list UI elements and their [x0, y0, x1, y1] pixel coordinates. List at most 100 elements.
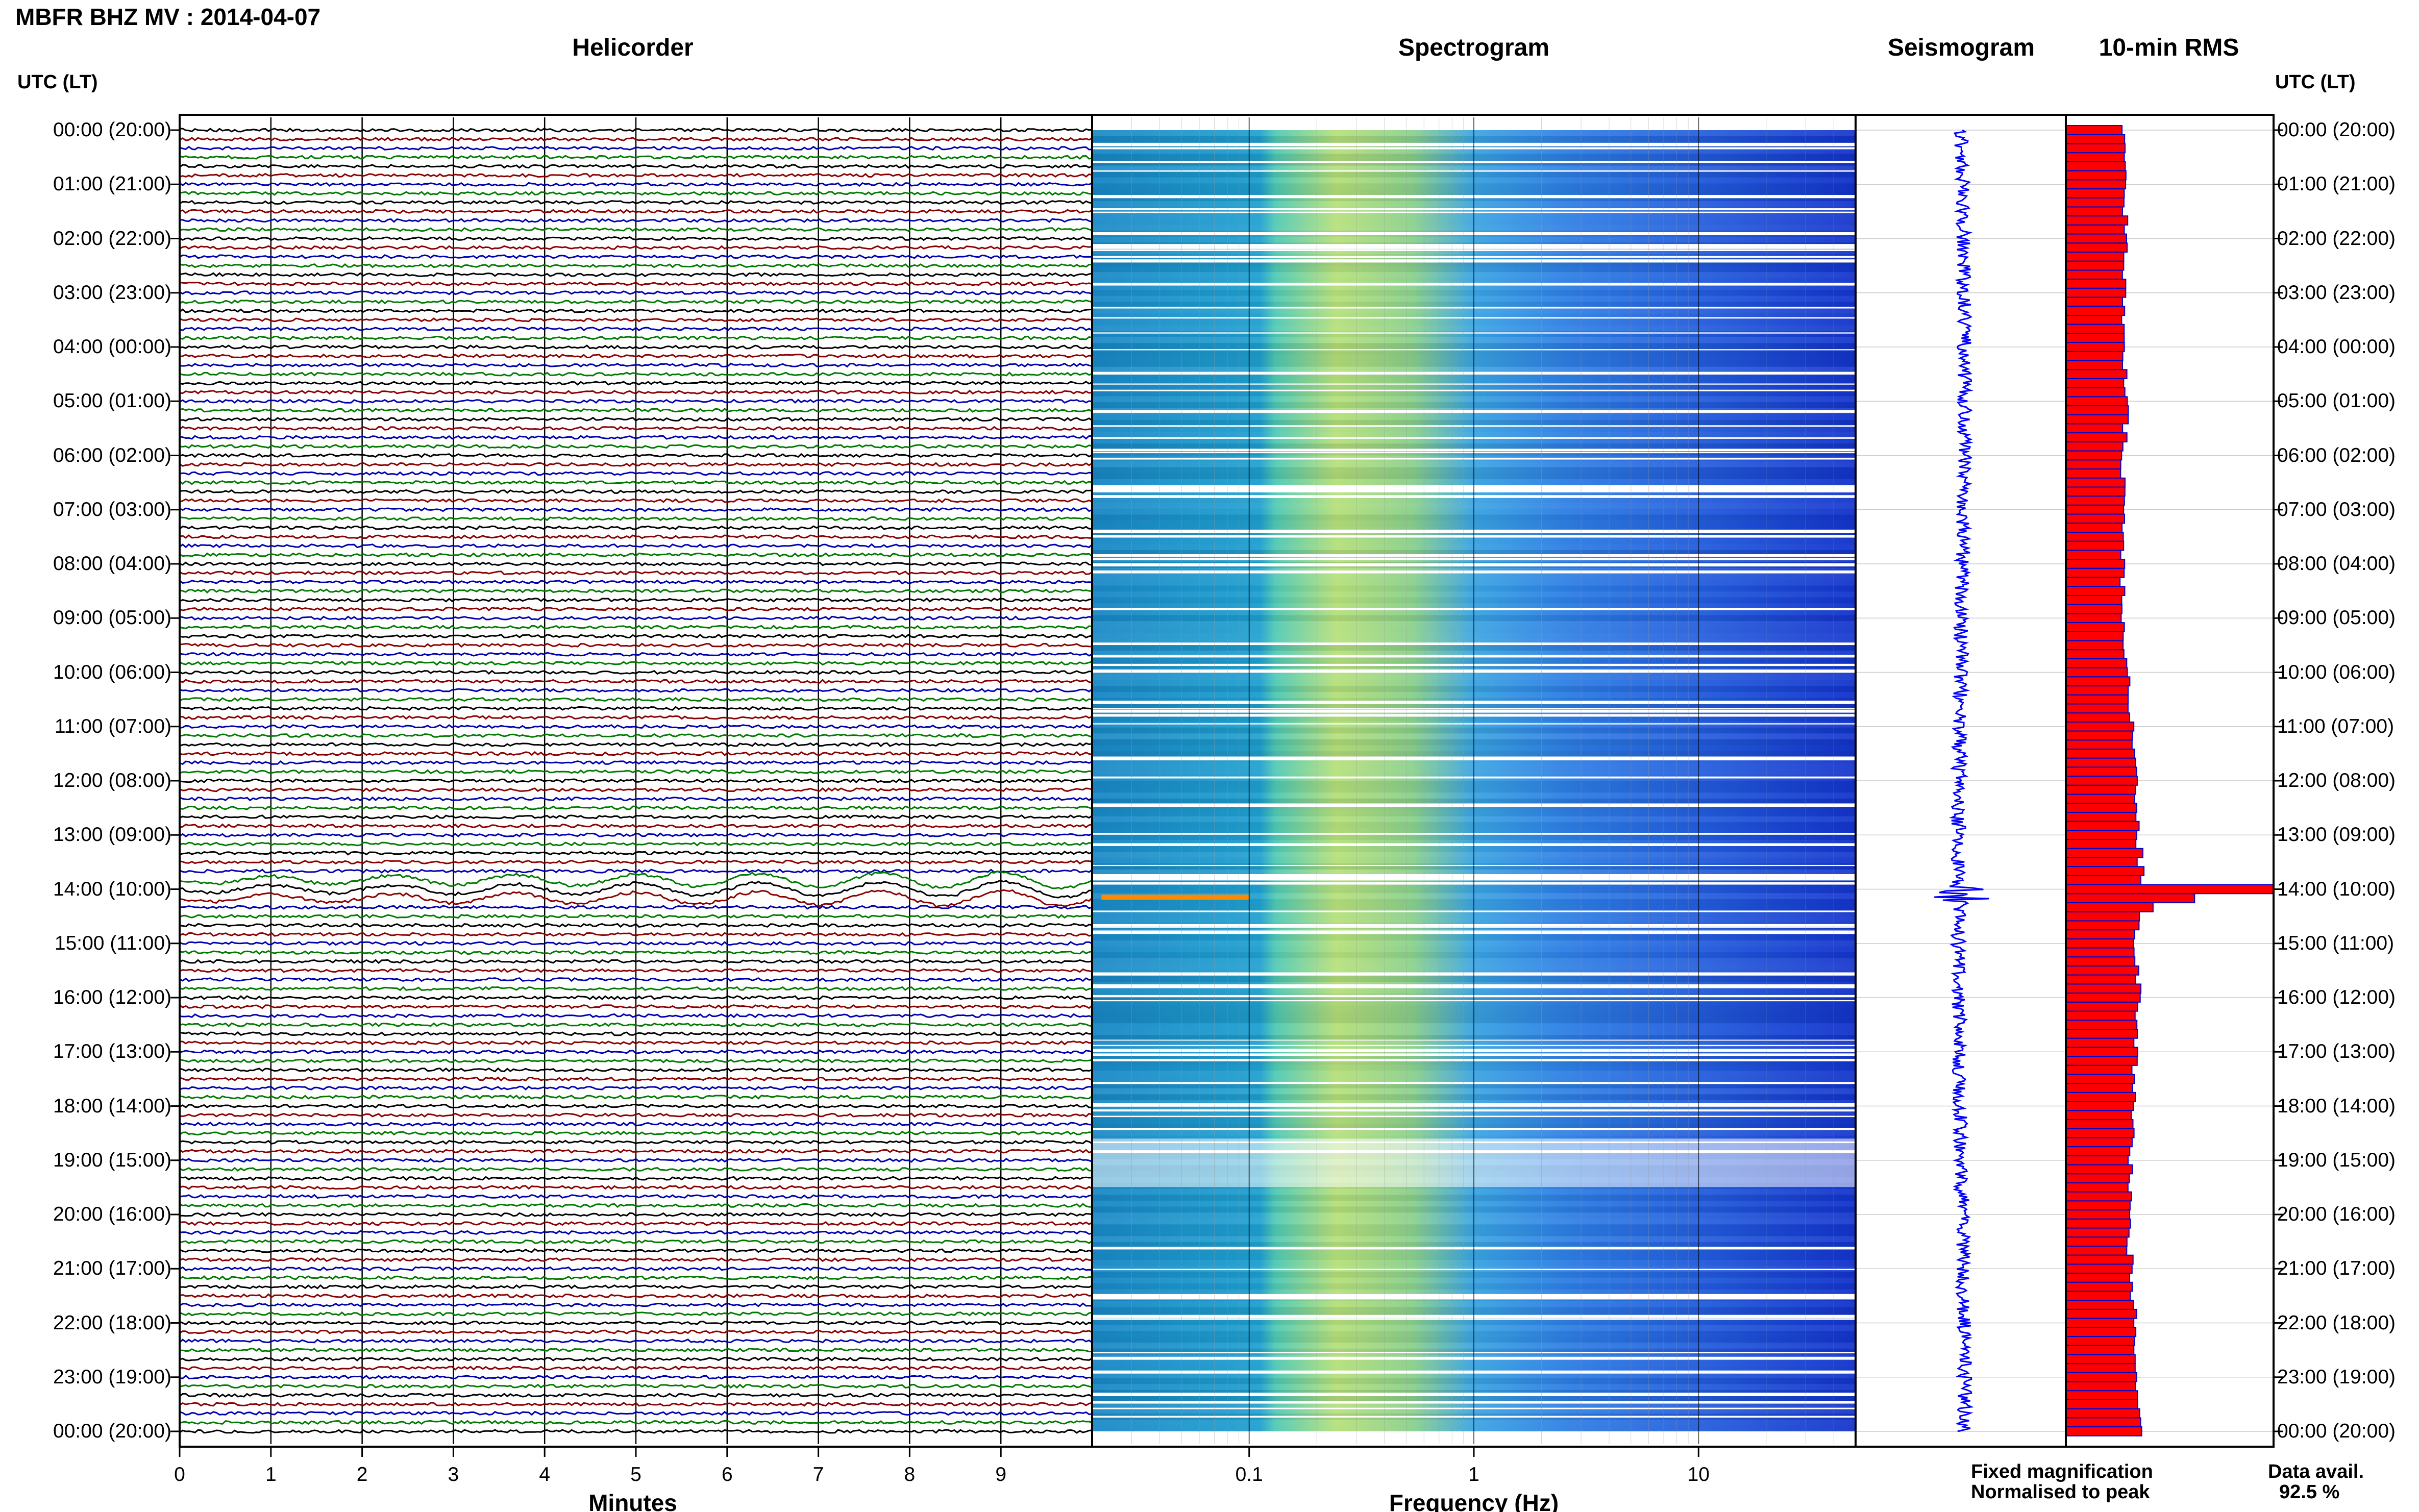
- time-label-right: 18:00 (14:00): [2277, 1095, 2396, 1117]
- rms-bar: [2065, 1200, 2131, 1211]
- helicorder-trace: [179, 1094, 1093, 1100]
- time-label-right: 08:00 (04:00): [2277, 553, 2396, 575]
- time-label-left: 17:00 (13:00): [53, 1040, 171, 1063]
- rms-bar: [2065, 396, 2128, 407]
- rms-bar: [2065, 378, 2125, 388]
- rms-bar: [2065, 649, 2125, 659]
- helicorder-trace: [179, 850, 1093, 856]
- time-label-left: 12:00 (08:00): [53, 770, 171, 791]
- rms-bar: [2065, 640, 2124, 651]
- helicorder-trace: [179, 579, 1093, 585]
- rms-bar: [2065, 1327, 2137, 1337]
- helicorder-trace: [179, 335, 1093, 340]
- frequency-tick-label: 10: [1687, 1464, 1710, 1485]
- helicorder-trace: [179, 570, 1093, 576]
- helicorder-trace: [179, 932, 1093, 937]
- helicorder-trace: [179, 1013, 1093, 1019]
- helicorder-trace: [179, 1085, 1093, 1091]
- helicorder-trace: [179, 787, 1093, 792]
- rms-bar: [2065, 784, 2136, 795]
- frequency-tick-label: 1: [1468, 1464, 1479, 1485]
- time-label-left: 06:00 (02:00): [53, 444, 171, 466]
- rms-bar: [2065, 1001, 2138, 1012]
- page-title: MBFR BHZ MV : 2014-04-07: [15, 4, 321, 30]
- helicorder-trace: [179, 905, 1093, 910]
- helicorder-trace: [179, 534, 1093, 539]
- time-label-left: 03:00 (23:00): [53, 281, 171, 304]
- helicorder-trace: [179, 182, 1093, 187]
- rms-bar: [2065, 1363, 2136, 1373]
- time-label-right: 02:00 (22:00): [2277, 227, 2396, 250]
- helicorder-trace: [179, 444, 1093, 449]
- rms-bar: [2065, 911, 2140, 922]
- rms-bar: [2065, 1182, 2129, 1193]
- legend-normalised-to-peak: Normalised to peak: [1971, 1481, 2150, 1503]
- spectrogram-event-streak: [1101, 895, 1249, 900]
- helicorder-trace: [179, 344, 1093, 350]
- rms-bar: [2065, 875, 2141, 885]
- time-label-left: 14:00 (10:00): [53, 878, 171, 900]
- helicorder-trace: [179, 426, 1093, 431]
- rms-bar: [2065, 179, 2127, 190]
- rms-panel: [2065, 114, 2275, 1448]
- seismogram-panel: [1855, 114, 2067, 1448]
- helicorder-panel: [179, 114, 1093, 1448]
- time-label-left: 00:00 (20:00): [53, 119, 171, 141]
- helicorder-trace: [179, 172, 1093, 178]
- rms-bar: [2065, 504, 2125, 515]
- rms-bar: [2065, 260, 2125, 271]
- rms-bar: [2065, 1155, 2129, 1166]
- helicorder-trace: [179, 1239, 1093, 1245]
- helicorder-trace: [179, 796, 1093, 802]
- rms-bar: [2065, 532, 2124, 542]
- rms-bar: [2065, 1010, 2136, 1021]
- rms-bar: [2065, 993, 2141, 1003]
- rms-bar: [2065, 1173, 2130, 1184]
- time-label-right: 22:00 (18:00): [2277, 1311, 2396, 1334]
- helicorder-trace: [179, 670, 1093, 675]
- minute-tick-label: 7: [812, 1464, 824, 1485]
- time-label-left: 20:00 (16:00): [53, 1203, 171, 1225]
- rms-bar: [2065, 712, 2130, 723]
- rms-bar: [2065, 1047, 2138, 1057]
- helicorder-trace: [179, 1112, 1093, 1118]
- helicorder-trace: [180, 128, 1093, 133]
- helicorder-trace: [179, 1067, 1093, 1073]
- rms-bar: [2065, 224, 2125, 235]
- time-label-left: 08:00 (04:00): [53, 553, 171, 575]
- helicorder-trace: [179, 940, 1093, 946]
- rms-bar: [2065, 1291, 2131, 1301]
- rms-bar: [2065, 459, 2121, 470]
- helicorder-trace: [179, 462, 1093, 467]
- rms-bar: [2065, 1426, 2142, 1436]
- rms-bar: [2065, 676, 2131, 687]
- helicorder-trace: [179, 399, 1093, 404]
- spectrogram-panel: [1091, 114, 1857, 1448]
- rms-bar: [2065, 441, 2124, 452]
- minutes-axis-label: Minutes: [588, 1490, 677, 1512]
- helicorder-trace: [179, 543, 1093, 549]
- rms-bar: [2065, 468, 2121, 479]
- rms-bar: [2065, 567, 2125, 578]
- helicorder-trace: [179, 1275, 1093, 1280]
- rms-bar: [2065, 776, 2138, 786]
- helicorder-trace: [179, 625, 1093, 630]
- helicorder-trace: [179, 715, 1093, 720]
- minute-tick-label: 2: [356, 1464, 368, 1485]
- rms-bar: [2065, 242, 2128, 253]
- frequency-tick-label: 0.1: [1235, 1464, 1263, 1485]
- helicorder-trace: [179, 859, 1093, 865]
- time-label-right: 07:00 (03:00): [2277, 498, 2396, 520]
- rms-bar: [2065, 1191, 2132, 1202]
- helicorder-trace: [179, 805, 1093, 810]
- time-label-right: 19:00 (15:00): [2277, 1149, 2396, 1171]
- helicorder-trace: [179, 1329, 1093, 1335]
- helicorder-trace: [179, 1031, 1093, 1036]
- helicorder-trace: [179, 950, 1093, 955]
- helicorder-trace: [179, 1103, 1093, 1109]
- helicorder-trace: [179, 1167, 1093, 1172]
- helicorder-trace: [179, 1004, 1093, 1009]
- helicorder-trace: [179, 588, 1093, 594]
- helicorder-trace: [179, 1076, 1093, 1082]
- rms-bar: [2065, 604, 2122, 614]
